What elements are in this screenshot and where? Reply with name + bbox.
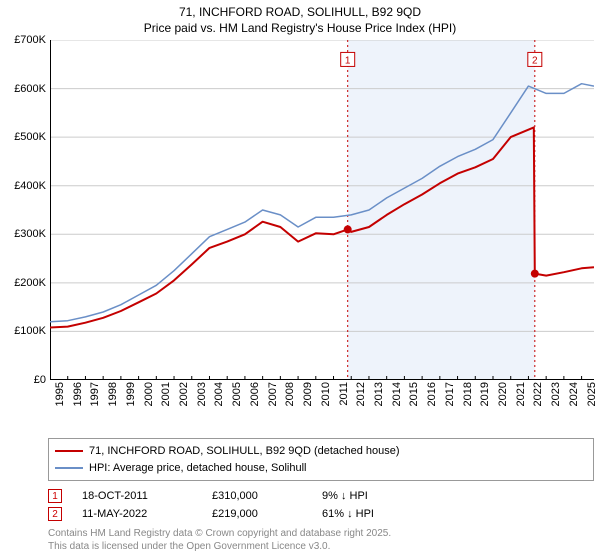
legend-swatch [55, 467, 83, 469]
chart-svg: 12 [50, 40, 594, 380]
legend-label: 71, INCHFORD ROAD, SOLIHULL, B92 9QD (de… [89, 443, 400, 460]
x-tick-label: 2020 [497, 382, 509, 406]
attrib-line2: This data is licensed under the Open Gov… [48, 540, 594, 553]
sale-delta: 9% ↓ HPI [322, 487, 384, 505]
sale-date: 11-MAY-2022 [82, 505, 212, 523]
x-tick-label: 2004 [213, 382, 225, 406]
sale-price: £310,000 [212, 487, 322, 505]
legend-item: 71, INCHFORD ROAD, SOLIHULL, B92 9QD (de… [55, 443, 587, 460]
x-tick-label: 2011 [338, 382, 350, 406]
x-tick-label: 2017 [444, 382, 456, 406]
x-tick-label: 1999 [125, 382, 137, 406]
x-tick-label: 1995 [54, 382, 66, 406]
y-tick-label: £500K [14, 131, 46, 143]
x-tick-label: 2006 [249, 382, 261, 406]
x-tick-label: 2018 [462, 382, 474, 406]
x-tick-label: 2012 [355, 382, 367, 406]
x-tick-label: 2022 [532, 382, 544, 406]
title-line2: Price paid vs. HM Land Registry's House … [0, 20, 600, 36]
sale-marker-box: 2 [48, 507, 62, 521]
y-tick-label: £300K [14, 228, 46, 240]
title-line1: 71, INCHFORD ROAD, SOLIHULL, B92 9QD [0, 4, 600, 20]
sale-delta: 61% ↓ HPI [322, 505, 384, 523]
legend: 71, INCHFORD ROAD, SOLIHULL, B92 9QD (de… [48, 438, 594, 481]
legend-swatch [55, 450, 83, 452]
table-row: 1 18-OCT-2011£310,0009% ↓ HPI [48, 487, 384, 505]
chart-title: 71, INCHFORD ROAD, SOLIHULL, B92 9QD Pri… [0, 0, 600, 36]
y-tick-label: £600K [14, 83, 46, 95]
x-tick-label: 2003 [196, 382, 208, 406]
y-tick-label: £700K [14, 34, 46, 46]
x-tick-label: 2015 [408, 382, 420, 406]
x-tick-label: 1998 [107, 382, 119, 406]
x-tick-label: 2021 [515, 382, 527, 406]
x-tick-label: 2013 [373, 382, 385, 406]
x-tick-label: 2014 [391, 382, 403, 406]
sales-table: 1 18-OCT-2011£310,0009% ↓ HPI 2 11-MAY-2022… [48, 487, 384, 523]
table-row: 2 11-MAY-2022£219,00061% ↓ HPI [48, 505, 384, 523]
x-tick-label: 2025 [586, 382, 598, 406]
x-tick-label: 2024 [568, 382, 580, 406]
attribution: Contains HM Land Registry data © Crown c… [48, 527, 594, 553]
y-tick-label: £200K [14, 277, 46, 289]
x-tick-label: 2005 [231, 382, 243, 406]
y-tick-label: £400K [14, 180, 46, 192]
svg-text:1: 1 [345, 55, 351, 66]
x-tick-label: 2000 [143, 382, 155, 406]
x-tick-label: 1997 [89, 382, 101, 406]
x-tick-label: 2016 [426, 382, 438, 406]
plot-area: 12 [50, 40, 594, 380]
legend-item: HPI: Average price, detached house, Soli… [55, 460, 587, 477]
x-tick-label: 2001 [160, 382, 172, 406]
y-axis: £0£100K£200K£300K£400K£500K£600K£700K [0, 40, 50, 380]
svg-text:2: 2 [532, 55, 538, 66]
below-chart: 71, INCHFORD ROAD, SOLIHULL, B92 9QD (de… [48, 438, 594, 553]
chart-area: £0£100K£200K£300K£400K£500K£600K£700K 12… [0, 40, 600, 400]
legend-label: HPI: Average price, detached house, Soli… [89, 460, 307, 477]
y-tick-label: £0 [34, 374, 46, 386]
sale-marker-box: 1 [48, 489, 62, 503]
attrib-line1: Contains HM Land Registry data © Crown c… [48, 527, 594, 540]
x-tick-label: 1996 [72, 382, 84, 406]
x-tick-label: 2010 [320, 382, 332, 406]
x-tick-label: 2019 [479, 382, 491, 406]
sale-date: 18-OCT-2011 [82, 487, 212, 505]
x-tick-label: 2008 [284, 382, 296, 406]
x-tick-label: 2023 [550, 382, 562, 406]
x-axis: 1995 1996 1997 1998 1999 2000 2001 2002 2003 2004… [50, 379, 594, 419]
y-tick-label: £100K [14, 325, 46, 337]
x-tick-label: 2002 [178, 382, 190, 406]
sale-price: £219,000 [212, 505, 322, 523]
x-tick-label: 2007 [267, 382, 279, 406]
x-tick-label: 2009 [302, 382, 314, 406]
